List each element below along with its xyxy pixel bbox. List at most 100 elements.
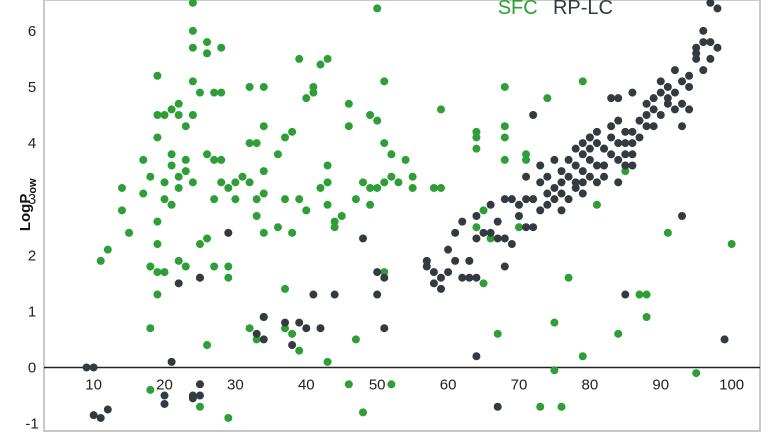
point-rp-lc <box>678 77 687 86</box>
point-rp-lc <box>195 391 204 400</box>
point-sfc <box>500 155 509 164</box>
point-sfc <box>188 43 197 52</box>
point-rp-lc <box>656 88 665 97</box>
point-sfc <box>309 88 318 97</box>
point-rp-lc <box>522 223 531 232</box>
point-rp-lc <box>642 99 651 108</box>
point-sfc <box>188 26 197 35</box>
point-sfc <box>217 178 226 187</box>
svg-text:LogPow: LogPow <box>17 178 39 231</box>
point-rp-lc <box>302 324 311 333</box>
point-rp-lc <box>578 139 587 148</box>
point-sfc <box>259 122 268 131</box>
point-rp-lc <box>642 111 651 120</box>
point-rp-lc <box>692 49 701 58</box>
point-rp-lc <box>628 150 637 159</box>
y-tick-label: -1 <box>25 416 38 432</box>
point-rp-lc <box>628 139 637 148</box>
point-rp-lc <box>259 335 268 344</box>
point-rp-lc <box>529 223 538 232</box>
point-rp-lc <box>472 212 481 220</box>
point-rp-lc <box>486 228 495 237</box>
point-rp-lc <box>699 38 708 47</box>
point-rp-lc <box>699 26 708 35</box>
point-rp-lc <box>543 189 552 198</box>
point-rp-lc <box>522 195 531 204</box>
point-rp-lc <box>649 122 658 131</box>
point-sfc <box>146 385 155 394</box>
point-rp-lc <box>373 268 382 277</box>
point-sfc <box>373 116 382 125</box>
x-tick-label: 100 <box>719 376 744 393</box>
point-sfc <box>642 312 651 321</box>
point-sfc <box>146 172 155 181</box>
point-sfc <box>366 111 375 120</box>
point-sfc <box>188 178 197 187</box>
point-sfc <box>210 88 219 97</box>
point-rp-lc <box>167 357 176 366</box>
point-rp-lc <box>536 161 545 170</box>
point-sfc <box>273 223 282 232</box>
point-rp-lc <box>642 122 651 131</box>
point-rp-lc <box>607 133 616 142</box>
point-rp-lc <box>564 155 573 164</box>
point-rp-lc <box>571 183 580 192</box>
point-sfc <box>359 178 368 187</box>
point-sfc <box>167 105 176 114</box>
point-rp-lc <box>600 144 609 153</box>
point-sfc <box>245 82 254 91</box>
point-sfc <box>160 268 169 277</box>
point-rp-lc <box>592 178 601 187</box>
point-rp-lc <box>82 363 91 372</box>
point-rp-lc <box>550 183 559 192</box>
point-sfc <box>117 206 126 215</box>
point-rp-lc <box>635 133 644 142</box>
point-sfc <box>203 49 212 58</box>
point-rp-lc <box>663 82 672 91</box>
point-sfc <box>578 352 587 361</box>
point-sfc <box>592 200 601 209</box>
point-sfc <box>210 155 219 164</box>
point-sfc <box>203 341 212 350</box>
point-sfc <box>472 144 481 153</box>
data-points <box>82 0 736 422</box>
point-sfc <box>316 183 325 192</box>
point-sfc <box>281 324 290 333</box>
point-sfc <box>500 82 509 91</box>
point-rp-lc <box>614 116 623 125</box>
point-rp-lc <box>678 99 687 108</box>
point-sfc <box>181 122 190 131</box>
plot-frame <box>43 0 761 432</box>
point-rp-lc <box>592 127 601 136</box>
point-sfc <box>174 256 183 265</box>
point-rp-lc <box>621 161 630 170</box>
point-sfc <box>344 122 353 131</box>
y-tick-label: 5 <box>28 79 36 96</box>
legend-label: SFC <box>498 0 538 19</box>
point-sfc <box>259 228 268 237</box>
point-rp-lc <box>507 195 516 204</box>
point-sfc <box>153 240 162 249</box>
point-rp-lc <box>585 155 594 164</box>
point-rp-lc <box>493 234 502 243</box>
point-sfc <box>436 105 445 114</box>
point-sfc <box>522 155 531 164</box>
point-sfc <box>408 183 417 192</box>
point-sfc <box>316 60 325 69</box>
point-sfc <box>387 150 396 159</box>
y-tick-label: 0 <box>28 359 36 376</box>
point-sfc <box>323 161 332 170</box>
y-tick-label: 6 <box>28 23 36 40</box>
point-rp-lc <box>656 111 665 120</box>
point-sfc <box>153 71 162 80</box>
point-sfc <box>245 178 254 187</box>
point-sfc <box>387 380 396 389</box>
point-sfc <box>472 223 481 232</box>
point-sfc <box>146 262 155 271</box>
x-tick-label: 40 <box>298 376 315 393</box>
point-sfc <box>387 172 396 181</box>
point-sfc <box>486 234 495 243</box>
point-sfc <box>181 167 190 176</box>
point-sfc <box>663 228 672 237</box>
point-rp-lc <box>550 155 559 164</box>
